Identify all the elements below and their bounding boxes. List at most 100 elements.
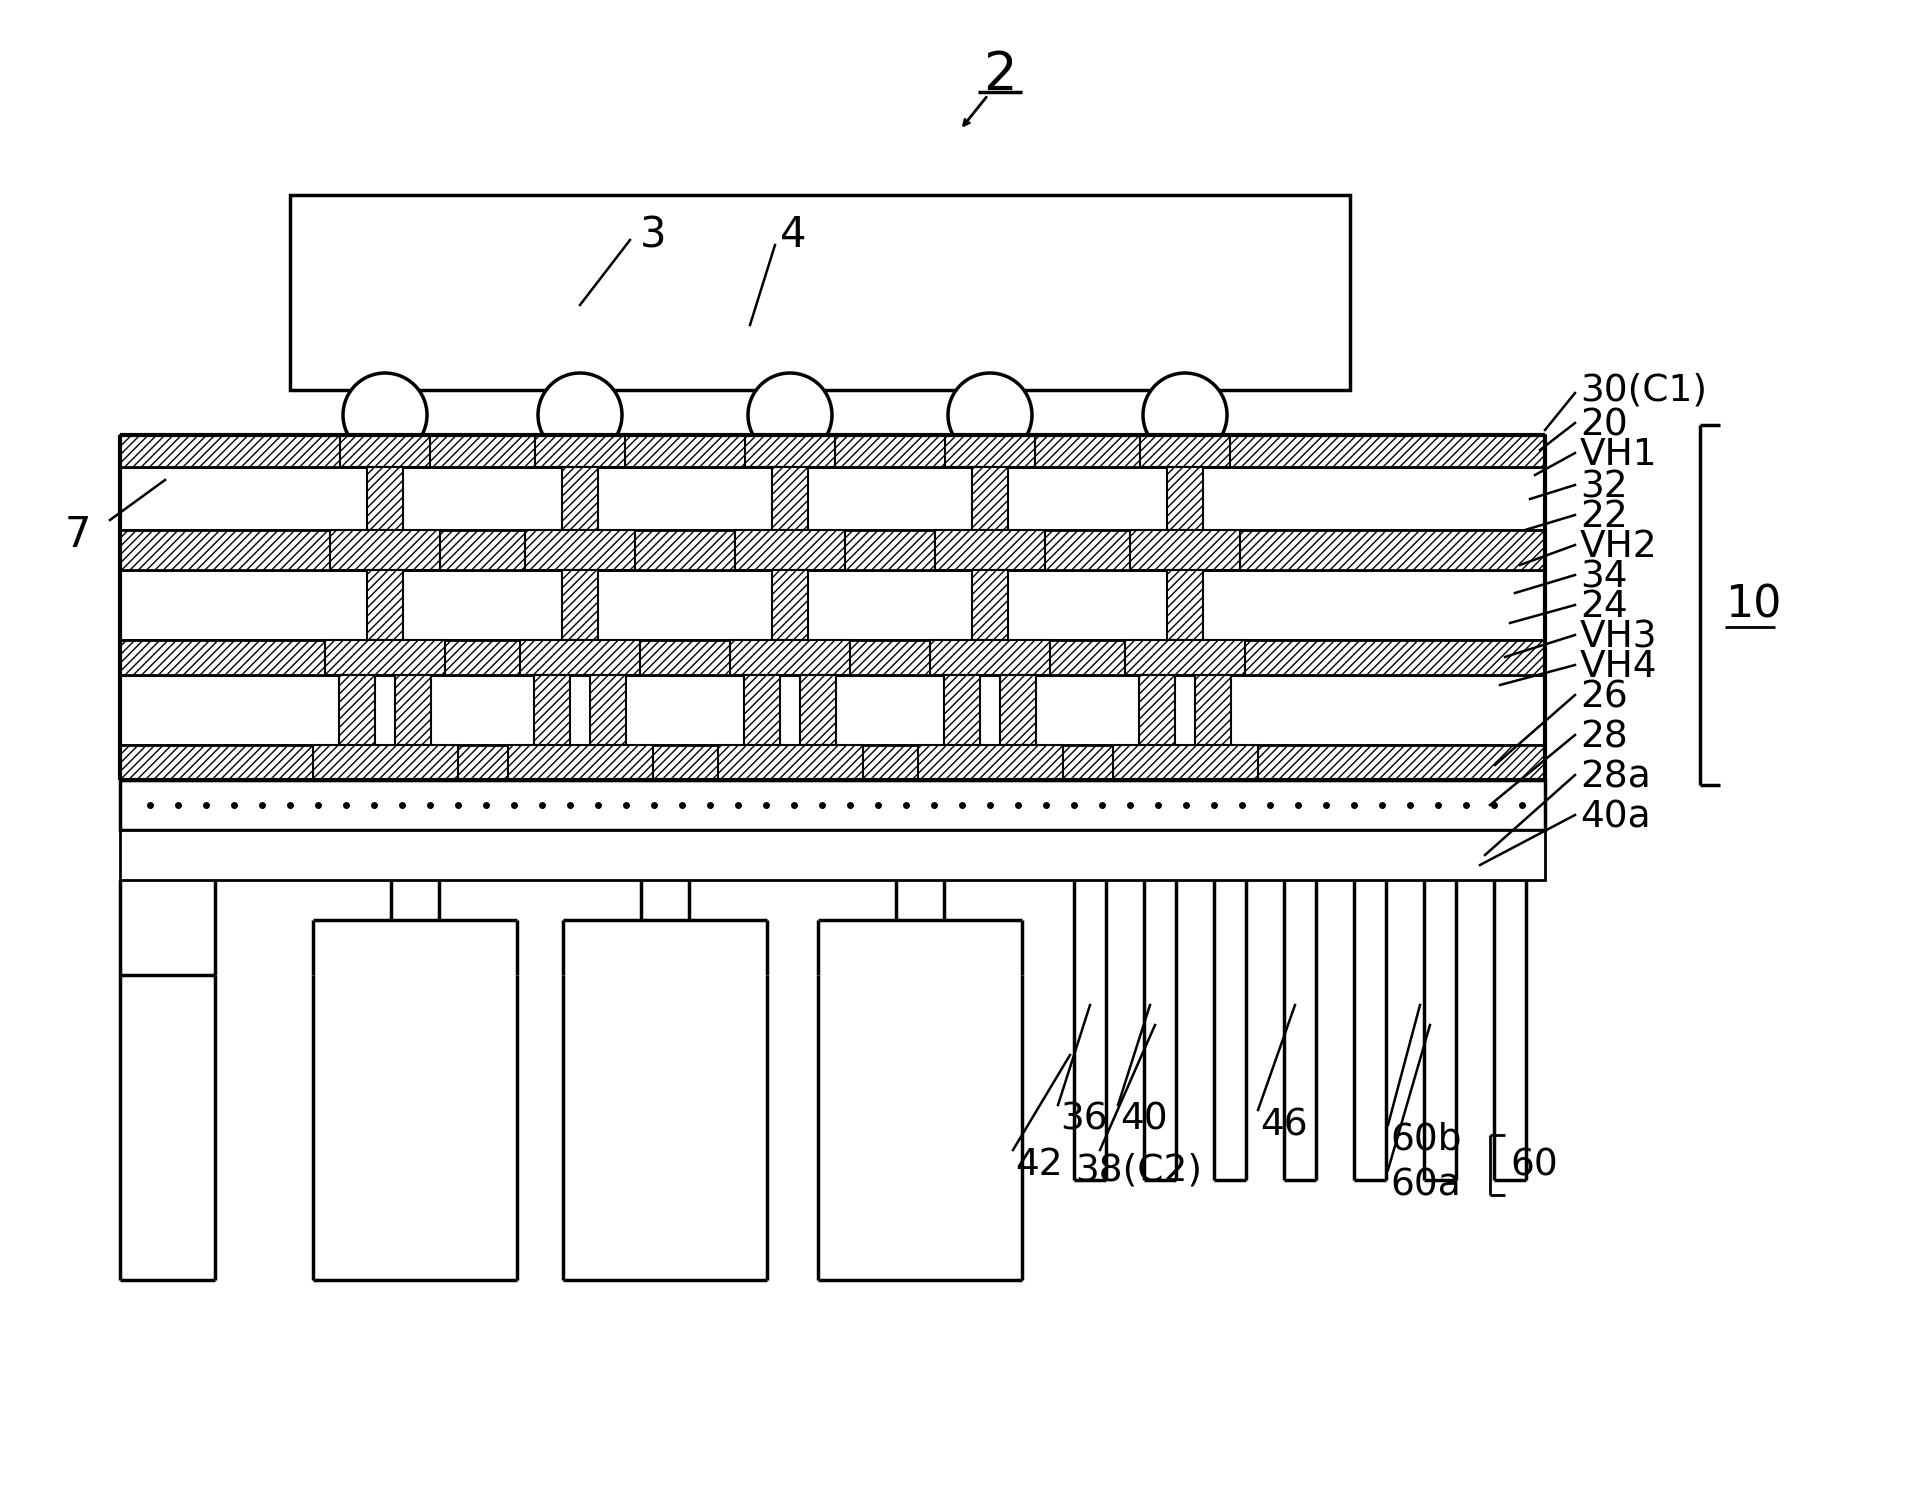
- Text: 32: 32: [1579, 470, 1627, 506]
- Bar: [120, 676, 1545, 745]
- Bar: [918, 745, 1063, 780]
- Bar: [972, 467, 1008, 530]
- Text: 60a: 60a: [1389, 1166, 1459, 1202]
- Bar: [394, 676, 431, 745]
- Text: 38(C2): 38(C2): [1074, 1151, 1202, 1187]
- Bar: [930, 640, 1050, 676]
- Bar: [339, 676, 375, 745]
- Text: 36: 36: [1059, 1102, 1107, 1138]
- Bar: [368, 467, 402, 530]
- Bar: [743, 676, 779, 745]
- Text: 3: 3: [640, 214, 667, 256]
- Bar: [730, 640, 850, 676]
- Bar: [312, 745, 457, 780]
- Bar: [562, 467, 598, 530]
- Text: 40a: 40a: [1579, 799, 1650, 835]
- Text: VH2: VH2: [1579, 528, 1657, 564]
- Bar: [1130, 530, 1240, 570]
- Bar: [1166, 467, 1202, 530]
- Bar: [120, 467, 1545, 530]
- Text: 10: 10: [1724, 584, 1781, 626]
- Circle shape: [1143, 373, 1227, 458]
- Bar: [339, 435, 431, 467]
- Text: 28: 28: [1579, 719, 1627, 756]
- Bar: [943, 676, 979, 745]
- Text: 60b: 60b: [1389, 1123, 1461, 1157]
- Bar: [368, 570, 402, 640]
- Bar: [290, 196, 1349, 390]
- Bar: [1130, 530, 1240, 570]
- Bar: [339, 435, 431, 467]
- Bar: [772, 570, 808, 640]
- Bar: [1139, 676, 1173, 745]
- Bar: [1124, 640, 1244, 676]
- Bar: [120, 745, 1545, 780]
- Bar: [1124, 640, 1244, 676]
- Bar: [1166, 570, 1202, 640]
- Text: 28a: 28a: [1579, 759, 1650, 795]
- Bar: [745, 435, 834, 467]
- Bar: [1113, 745, 1257, 780]
- Text: 60: 60: [1509, 1147, 1556, 1183]
- Bar: [120, 530, 1545, 570]
- Circle shape: [537, 373, 621, 458]
- Bar: [1166, 467, 1202, 530]
- Bar: [368, 467, 402, 530]
- Text: 26: 26: [1579, 679, 1627, 715]
- Bar: [718, 745, 863, 780]
- Bar: [1000, 676, 1036, 745]
- Bar: [591, 676, 625, 745]
- Bar: [743, 676, 779, 745]
- Bar: [330, 530, 440, 570]
- Bar: [930, 640, 1050, 676]
- Bar: [368, 570, 402, 640]
- Bar: [1139, 435, 1229, 467]
- Bar: [1113, 745, 1257, 780]
- Bar: [520, 640, 640, 676]
- Bar: [120, 640, 1545, 676]
- Bar: [120, 780, 1545, 829]
- Bar: [735, 530, 844, 570]
- Bar: [772, 467, 808, 530]
- Bar: [972, 570, 1008, 640]
- Bar: [1139, 435, 1229, 467]
- Bar: [1194, 676, 1231, 745]
- Bar: [524, 530, 634, 570]
- Bar: [718, 745, 863, 780]
- Bar: [120, 640, 1545, 676]
- Bar: [562, 570, 598, 640]
- Bar: [735, 530, 844, 570]
- Bar: [520, 640, 640, 676]
- Text: 20: 20: [1579, 406, 1627, 442]
- Text: VH3: VH3: [1579, 619, 1657, 655]
- Bar: [562, 570, 598, 640]
- Bar: [772, 467, 808, 530]
- Bar: [326, 640, 444, 676]
- Bar: [1139, 676, 1173, 745]
- Bar: [800, 676, 836, 745]
- Bar: [509, 745, 653, 780]
- Bar: [772, 570, 808, 640]
- Bar: [330, 530, 440, 570]
- Circle shape: [343, 373, 427, 458]
- Bar: [524, 530, 634, 570]
- Text: 40: 40: [1120, 1102, 1168, 1138]
- Bar: [935, 530, 1044, 570]
- Bar: [918, 745, 1063, 780]
- Bar: [533, 676, 570, 745]
- Circle shape: [747, 373, 832, 458]
- Bar: [935, 530, 1044, 570]
- Bar: [972, 570, 1008, 640]
- Bar: [326, 640, 444, 676]
- Bar: [943, 676, 979, 745]
- Bar: [120, 829, 1545, 880]
- Bar: [562, 467, 598, 530]
- Text: 2: 2: [983, 50, 1015, 101]
- Bar: [1000, 676, 1036, 745]
- Text: VH4: VH4: [1579, 649, 1657, 685]
- Bar: [730, 640, 850, 676]
- Bar: [945, 435, 1034, 467]
- Bar: [120, 570, 1545, 640]
- Bar: [591, 676, 625, 745]
- Bar: [945, 435, 1034, 467]
